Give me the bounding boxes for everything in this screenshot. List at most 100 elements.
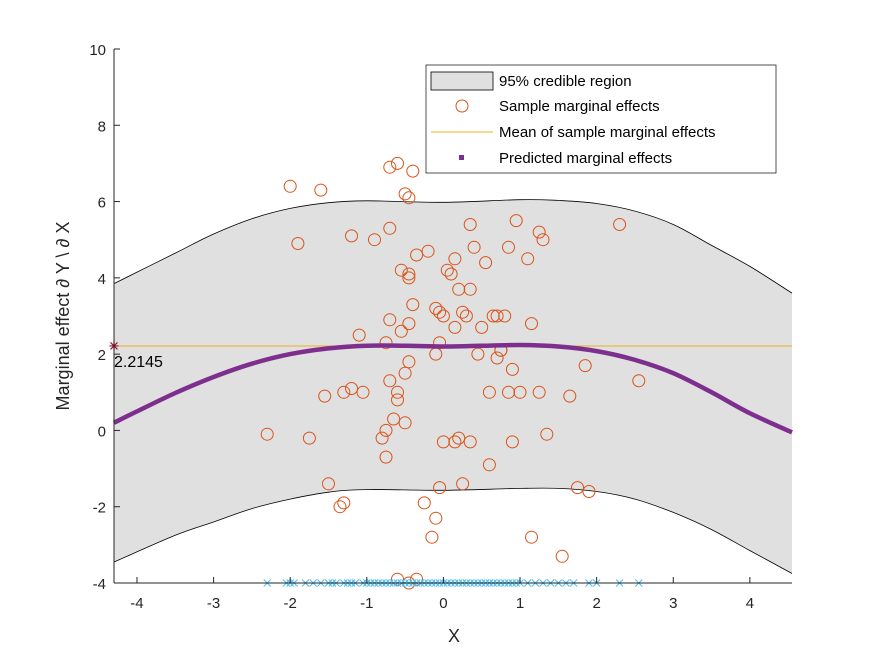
y-tick-label: 10: [89, 42, 106, 59]
sample-point: [456, 477, 470, 491]
sample-point: [260, 427, 274, 441]
sample-point: [345, 382, 358, 395]
y-tick-label: -4: [93, 576, 106, 593]
sample-point: [383, 374, 397, 388]
sample-point: [456, 305, 470, 319]
sample-point: [540, 427, 554, 441]
sample-point: [436, 309, 450, 323]
sample-point: [490, 309, 504, 323]
legend-swatch-credible-region: [430, 71, 494, 91]
sample-point: [525, 317, 538, 331]
y-tick-label: 4: [98, 271, 106, 288]
legend-label-credible-region: 95% credible region: [499, 73, 632, 90]
sample-point: [509, 214, 523, 228]
sample-point: [525, 530, 538, 544]
y-tick-label: 2: [98, 347, 106, 364]
sample-point: [436, 435, 450, 449]
sample-point: [532, 385, 546, 399]
sample-point: [521, 252, 535, 266]
sample-point: [391, 156, 404, 170]
sample-point: [448, 320, 462, 334]
sample-point: [482, 458, 496, 472]
sample-point: [536, 233, 550, 247]
sample-point: [291, 237, 305, 250]
sample-point: [368, 233, 381, 247]
legend-label-mean-line: Mean of sample marginal effects: [499, 124, 716, 141]
sample-point: [463, 435, 477, 449]
sample-point: [383, 160, 397, 174]
legend-swatch-sample-effects: [455, 99, 469, 113]
sample-point: [448, 252, 462, 266]
sample-point: [429, 301, 443, 315]
sample-point: [467, 240, 481, 254]
y-tick-label: 8: [98, 118, 106, 135]
sample-point: [333, 500, 347, 514]
sample-point: [398, 366, 412, 380]
sample-point: [345, 229, 358, 243]
x-tick-label: 2: [592, 595, 600, 612]
y-tick-label: -2: [93, 500, 106, 517]
y-axis-title: Marginal effect ∂ Y \ ∂ X: [53, 222, 73, 411]
sample-point: [632, 374, 646, 388]
sample-point: [394, 263, 408, 277]
sample-point: [314, 183, 328, 197]
credible-region-band: [114, 199, 792, 574]
sample-point: [394, 324, 408, 338]
y-tick-label: 6: [98, 195, 106, 212]
sample-point: [498, 309, 512, 323]
sample-point: [356, 385, 370, 399]
sample-point: [571, 481, 584, 495]
sample-point: [302, 431, 316, 445]
sample-point: [322, 477, 335, 491]
sample-point: [402, 191, 416, 205]
sample-point: [402, 271, 416, 285]
sample-point: [505, 362, 519, 376]
legend-label-sample-effects: Sample marginal effects: [499, 98, 660, 115]
sample-point: [402, 355, 416, 369]
sample-point: [513, 385, 527, 399]
sample-point: [463, 282, 477, 296]
predicted-curve: [112, 342, 793, 435]
sample-point: [463, 218, 477, 231]
sample-point: [459, 309, 473, 323]
sample-point: [505, 435, 519, 449]
sample-point: [421, 244, 435, 258]
sample-point: [613, 218, 627, 231]
x-tick-label: 4: [746, 595, 754, 612]
sample-point: [391, 385, 404, 399]
sample-point: [383, 221, 397, 235]
sample-point: [398, 187, 412, 201]
sample-point: [490, 351, 504, 365]
x-axis-title: X: [448, 626, 460, 646]
credible-region-lower-edge: [113, 487, 793, 574]
sample-point: [410, 572, 424, 586]
x-tick-label: 1: [516, 595, 524, 612]
sample-point: [383, 313, 397, 327]
sample-point: [417, 496, 431, 510]
plot-area: 2.2145: [109, 156, 793, 590]
sample-point: [578, 359, 592, 373]
x-tick-label: 3: [669, 595, 677, 612]
sample-point: [402, 267, 416, 281]
legend: 95% credible region Sample marginal effe…: [425, 64, 777, 174]
sample-point: [406, 164, 420, 178]
sample-point: [582, 485, 596, 498]
x-tick-label: -2: [284, 595, 297, 612]
sample-point: [318, 389, 332, 403]
x-tick-label: -4: [130, 595, 143, 612]
mean-value-label: 2.2145: [114, 354, 163, 371]
x-tick-label: -3: [207, 595, 220, 612]
sample-point: [402, 317, 416, 331]
sample-point: [337, 496, 351, 510]
sample-point: [440, 263, 454, 277]
sample-point: [406, 298, 420, 312]
sample-point: [425, 530, 439, 544]
sample-point: [479, 256, 493, 270]
sample-point: [452, 431, 466, 445]
sample-point: [379, 450, 393, 464]
sample-point: [391, 572, 404, 586]
sample-point: [337, 385, 351, 399]
sample-point: [375, 431, 389, 445]
sample-point: [433, 305, 447, 319]
